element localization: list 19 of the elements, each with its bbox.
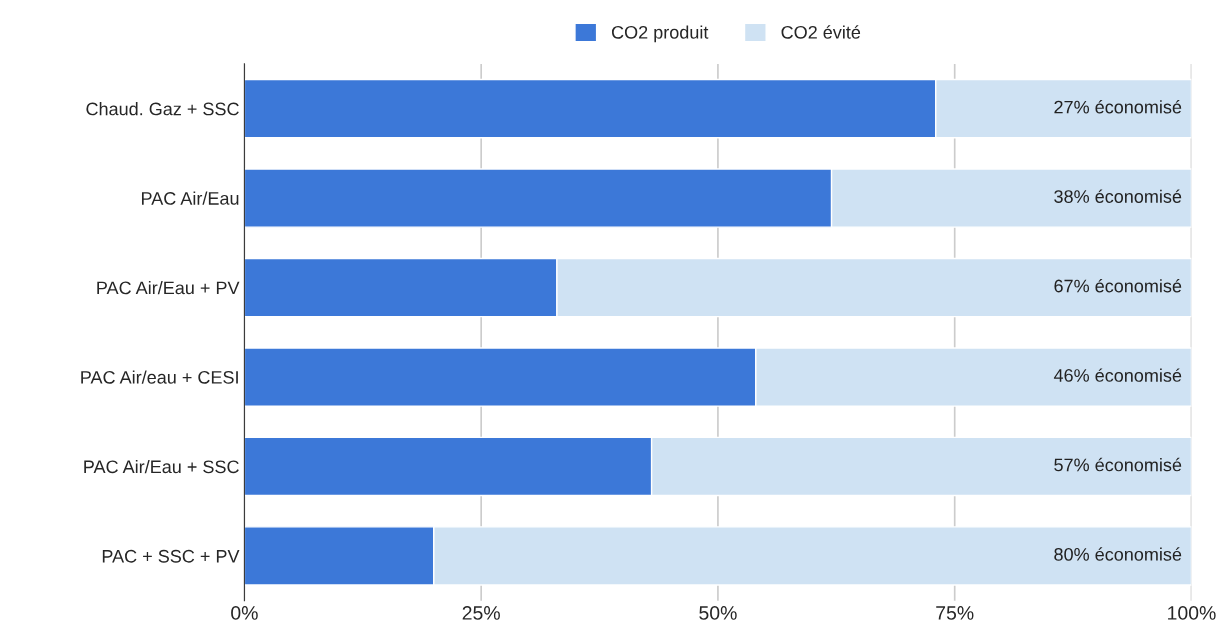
- legend-label: CO2 produit: [611, 25, 709, 43]
- y-tick-label: PAC Air/Eau: [141, 191, 239, 205]
- data-label: 27% économisé: [1054, 100, 1182, 114]
- x-tick-label: 25%: [462, 606, 500, 620]
- x-tick-label: 50%: [699, 606, 737, 620]
- y-tick-label: PAC Air/eau + CESI: [81, 370, 238, 384]
- y-tick-label: PAC Air/Eau + PV: [97, 281, 240, 295]
- data-label: 67% économisé: [1054, 278, 1182, 293]
- y-tick-label: PAC + SSC + PV: [102, 549, 240, 563]
- data-label: 80% économisé: [1054, 547, 1182, 561]
- y-tick-label: PAC Air/Eau + SSC: [84, 459, 239, 474]
- data-label: 57% économisé: [1054, 457, 1182, 472]
- x-tick-label: 75%: [936, 606, 974, 620]
- legend-label: CO2 évité: [781, 25, 861, 39]
- data-label: 46% économisé: [1053, 368, 1182, 382]
- x-tick-label: 0%: [231, 606, 258, 620]
- y-tick-label: Chaud. Gaz + SSC: [86, 102, 239, 116]
- data-label: 38% économisé: [1054, 189, 1182, 203]
- x-tick-label: 100%: [1168, 606, 1216, 620]
